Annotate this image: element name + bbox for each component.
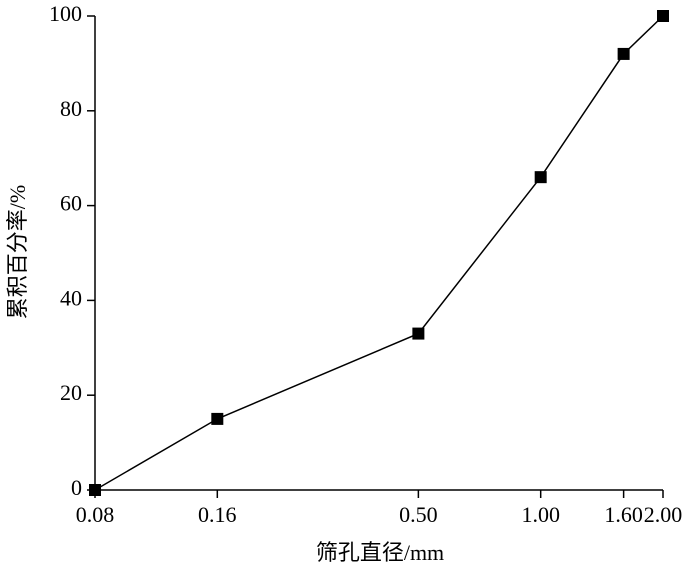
x-tick-label: 0.50 — [399, 502, 438, 527]
y-tick-label: 60 — [60, 191, 82, 216]
x-tick-label: 1.60 — [604, 502, 643, 527]
y-tick-label: 40 — [60, 285, 82, 310]
data-point — [617, 47, 630, 60]
y-axis-label: 累积百分率/% — [5, 185, 30, 319]
y-tick-label: 20 — [60, 380, 82, 405]
x-tick-label: 2.00 — [644, 502, 683, 527]
x-axis-label: 筛孔直径/mm — [316, 540, 444, 565]
data-point — [211, 412, 224, 425]
x-tick-label: 0.08 — [76, 502, 115, 527]
y-tick-label: 80 — [60, 96, 82, 121]
data-point — [89, 484, 101, 496]
data-point — [534, 171, 547, 184]
data-line — [94, 15, 664, 491]
y-tick-label: 100 — [49, 1, 82, 26]
x-tick-label: 1.00 — [521, 502, 560, 527]
data-point — [412, 327, 425, 340]
y-tick-label: 0 — [71, 475, 82, 500]
x-tick-label: 0.16 — [198, 502, 237, 527]
data-point — [657, 10, 669, 22]
